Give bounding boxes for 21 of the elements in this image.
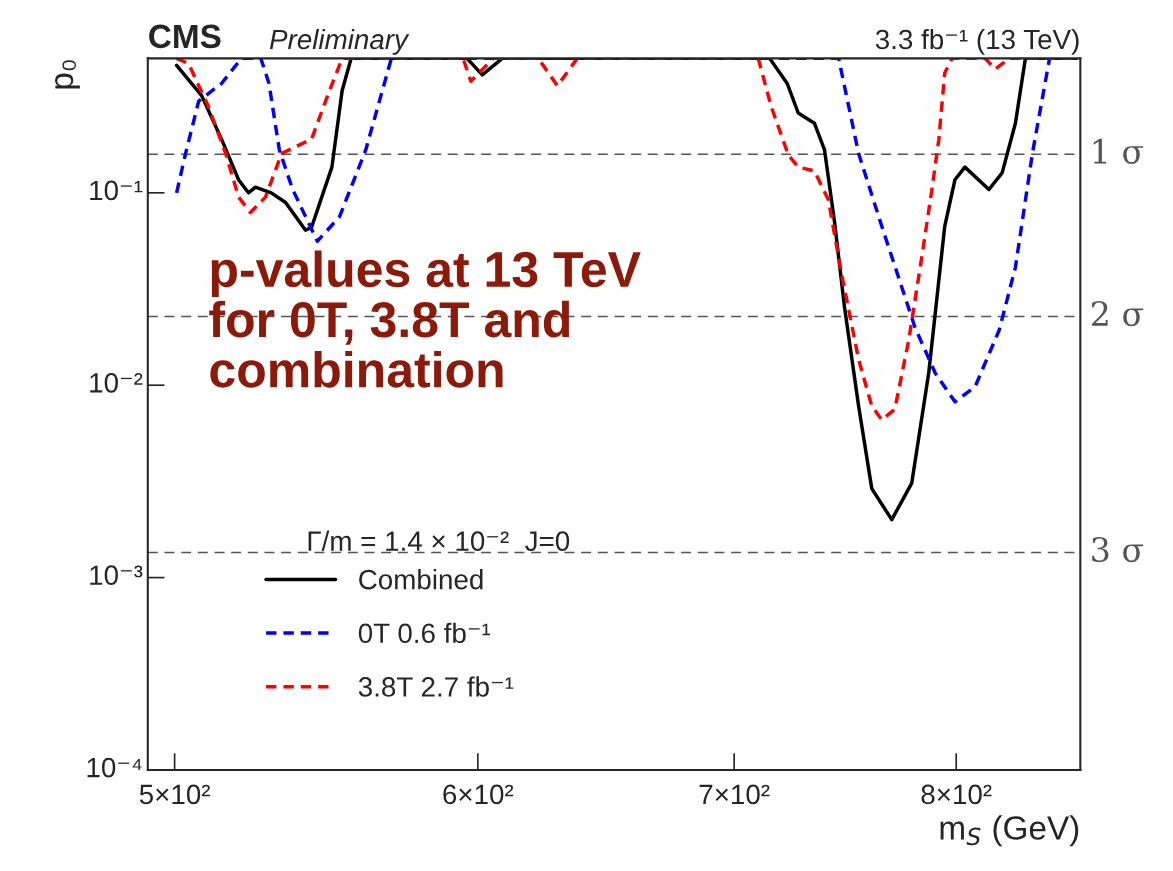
x-tick-label: 7×10² — [699, 784, 770, 805]
y-axis-title: p₀ — [55, 60, 80, 89]
ref-line-label: 2 σ — [1091, 300, 1144, 327]
annotation: Γ/m = 1.4 × 10⁻² J=0 — [308, 530, 570, 551]
text: CMS — [149, 24, 221, 49]
legend-label: 0T 0.6 fb⁻¹ — [358, 622, 491, 644]
legend-label: 3.8T 2.7 fb⁻¹ — [358, 676, 514, 697]
text: Preliminary — [269, 28, 410, 55]
y-tick-label: 10⁻⁴ — [87, 757, 142, 778]
text: 3.3 fb⁻¹ (13 TeV) — [875, 28, 1079, 55]
annotation: p-values at 13 TeV for 0T, 3.8T and combination — [209, 250, 641, 388]
x-tick-label: 8×10² — [921, 784, 992, 805]
x-tick-label: 6×10² — [443, 784, 514, 805]
y-tick-label: 10⁻³ — [90, 565, 143, 586]
legend-label: Combined — [359, 569, 483, 590]
ref-line-label: 3 σ — [1092, 536, 1144, 563]
ref-line-label: 1 σ — [1093, 138, 1144, 164]
y-tick-label: 10⁻² — [90, 372, 143, 393]
y-tick-label: 10⁻¹ — [90, 180, 143, 201]
x-axis-title: m$_{S}$ (GeV) — [940, 815, 1079, 847]
x-tick-label: 5×10² — [139, 784, 210, 805]
